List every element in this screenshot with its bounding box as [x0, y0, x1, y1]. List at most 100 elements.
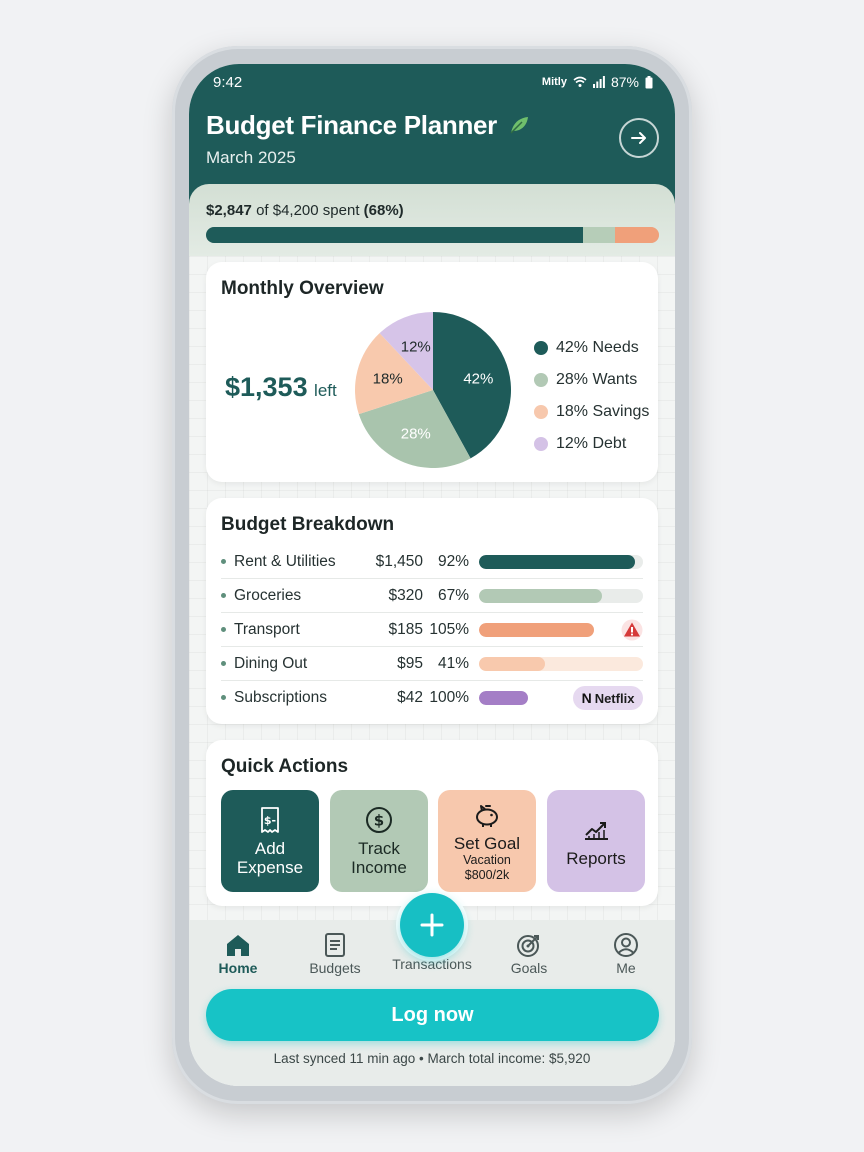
spending-text: $2,847 of $4,200 spent (68%) — [206, 202, 404, 219]
row-percent: 105% — [429, 621, 469, 638]
nav-home[interactable]: Home — [198, 932, 278, 976]
legend-dot — [534, 437, 548, 451]
title-text: Budget Finance Planner — [206, 110, 498, 140]
breakdown-row-dining[interactable]: Dining Out $95 41% — [221, 647, 643, 681]
set-goal-button[interactable]: Set Goal Vacation $800/2k — [438, 790, 536, 892]
legend-dot — [534, 405, 548, 419]
netflix-label: Netflix — [594, 690, 635, 706]
spending-summary — [189, 184, 675, 256]
row-bullet — [221, 627, 226, 632]
legend-item-debt: 12% Debt — [534, 428, 649, 460]
remaining-segment — [583, 227, 615, 243]
legend-item-savings: 18% Savings — [534, 396, 649, 428]
page-subtitle: March 2025 — [206, 148, 296, 167]
breakdown-row-subscriptions[interactable]: Subscriptions $42 100% N Netflix — [221, 681, 643, 715]
row-bullet — [221, 695, 226, 700]
nav-goals-label: Goals — [510, 960, 548, 976]
amount-left-label: left — [314, 381, 337, 400]
svg-text:$-: $- — [264, 814, 276, 827]
row-progress-fill — [479, 589, 602, 603]
track-income-button[interactable]: $ Track Income — [330, 790, 428, 892]
spending-progress-bar — [206, 227, 659, 243]
netflix-logo-icon: N — [581, 690, 592, 706]
monthly-overview-card: Monthly Overview $1,353 left 42% 28% 18% 12… — [206, 262, 658, 482]
legend-label: 28% Wants — [556, 371, 638, 388]
budget-breakdown-card: Budget Breakdown Rent & Utilities $1,450… — [206, 498, 658, 724]
netflix-badge[interactable]: N Netflix — [573, 686, 643, 710]
nav-budgets-label: Budgets — [309, 960, 361, 976]
battery-percent: 87% — [610, 74, 639, 90]
row-progress-fill — [479, 691, 528, 705]
breakdown-row-rent[interactable]: Rent & Utilities $1,450 92% — [221, 545, 643, 579]
spent-of-total: of $4,200 spent — [256, 202, 360, 219]
legend-item-needs: 42% Needs — [534, 332, 649, 364]
nav-me[interactable]: Me — [586, 932, 666, 976]
pie-label-needs: 42% — [463, 370, 493, 387]
breakdown-row-groceries[interactable]: Groceries $320 67% — [221, 579, 643, 613]
row-name: Subscriptions — [234, 689, 328, 706]
spent-segment — [206, 227, 583, 243]
pie-slice-savings[interactable] — [355, 333, 433, 415]
row-name: Rent & Utilities — [234, 553, 336, 570]
nav-transactions[interactable]: Transactions — [392, 956, 472, 972]
status-right: Mitly 87% — [542, 74, 653, 90]
pie-label-debt: 12% — [401, 338, 431, 355]
leaf-icon — [501, 114, 531, 139]
spent-amount: $2,847 — [206, 202, 252, 219]
nav-budgets[interactable]: Budgets — [295, 932, 375, 976]
log-now-button[interactable]: Log now — [206, 989, 659, 1041]
row-bullet — [221, 559, 226, 564]
quick-actions-title: Quick Actions — [221, 756, 349, 777]
row-percent: 41% — [437, 655, 469, 672]
legend-label: 12% Debt — [556, 435, 627, 452]
signal-icon — [592, 76, 605, 88]
status-time: 9:42 — [213, 74, 243, 91]
pie-slice-debt[interactable] — [379, 312, 433, 390]
nav-transactions-label: Transactions — [392, 956, 472, 972]
nav-home-label: Home — [218, 960, 258, 976]
track-income-line1: Track — [358, 839, 400, 858]
nav-me-label: Me — [616, 960, 636, 976]
row-amount: $185 — [388, 621, 423, 638]
amount-left: $1,353 left — [225, 372, 337, 403]
overview-title: Monthly Overview — [221, 278, 384, 299]
breakdown-title: Budget Breakdown — [221, 514, 395, 535]
set-goal-name: Vacation — [463, 852, 511, 867]
document-icon — [325, 933, 345, 957]
phone-screen: 9:42 Mitly 87% Budget Finance Planner Ma… — [189, 64, 675, 1086]
chart-trend-icon — [585, 821, 608, 840]
pie-label-wants: 28% — [401, 426, 431, 443]
add-expense-button[interactable]: $- Add Expense — [221, 790, 319, 892]
next-month-button[interactable] — [619, 118, 659, 158]
row-amount: $42 — [397, 689, 423, 706]
nav-goals[interactable]: Goals — [489, 932, 569, 976]
wifi-icon — [573, 76, 587, 87]
row-progress-track — [479, 623, 617, 637]
sync-footer: Last synced 11 min ago • March total inc… — [273, 1051, 591, 1066]
user-circle-icon — [614, 933, 638, 957]
overspend-segment — [615, 227, 659, 243]
pie-slice-wants[interactable] — [358, 390, 471, 468]
warning-icon[interactable] — [621, 619, 643, 641]
budget-pie-chart[interactable]: 42% 28% 18% 12% — [353, 310, 513, 470]
reports-button[interactable]: Reports — [547, 790, 645, 892]
pie-slice-needs[interactable] — [433, 312, 511, 459]
pie-legend: 42% Needs 28% Wants 18% Savings 12% Debt — [534, 332, 649, 460]
spent-percent: (68%) — [363, 202, 404, 219]
legend-item-wants: 28% Wants — [534, 364, 649, 396]
row-name: Groceries — [234, 587, 302, 604]
set-goal-label: Set Goal — [453, 833, 521, 853]
add-transaction-fab[interactable] — [400, 893, 464, 957]
breakdown-row-transport[interactable]: Transport $185 105% — [221, 613, 643, 647]
home-icon — [227, 935, 249, 956]
row-progress-track — [479, 555, 643, 569]
carrier-name: Mitly — [541, 76, 567, 88]
pie-label-savings: 18% — [373, 370, 403, 387]
amount-left-value: $1,353 — [225, 372, 308, 402]
row-progress-track — [479, 657, 643, 671]
svg-text:$: $ — [374, 812, 384, 830]
row-progress-fill — [479, 657, 545, 671]
row-bullet — [221, 593, 226, 598]
add-expense-line1: Add — [254, 839, 286, 858]
add-expense-line2: Expense — [236, 858, 304, 877]
